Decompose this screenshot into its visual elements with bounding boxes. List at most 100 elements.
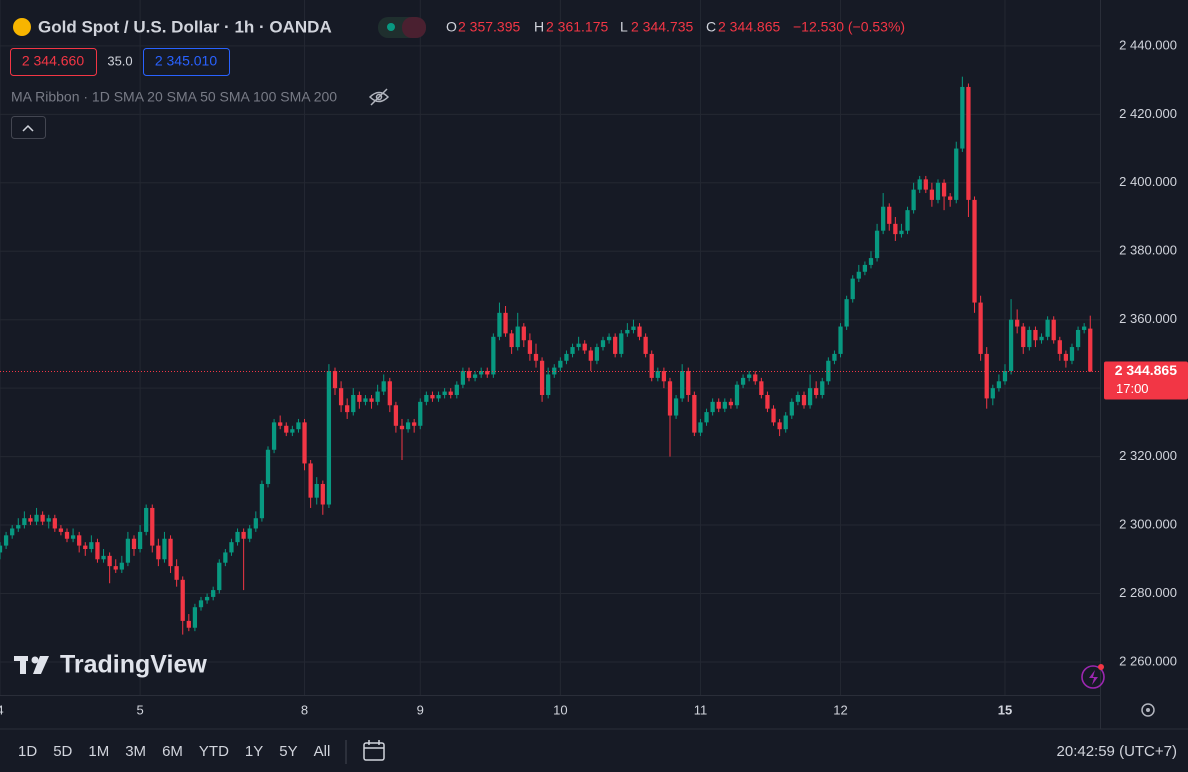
range-button[interactable]: 5D xyxy=(53,743,72,760)
candle-body xyxy=(10,528,15,536)
y-tick-label: 2 400.000 xyxy=(1119,174,1177,189)
candle-body xyxy=(1051,319,1056,341)
candle-body xyxy=(887,206,892,224)
low-key: L xyxy=(620,19,628,35)
range-button[interactable]: 1M xyxy=(88,743,109,760)
candle-body xyxy=(613,336,618,354)
candle-body xyxy=(893,223,898,235)
candle-body xyxy=(466,371,472,378)
candle-body xyxy=(40,514,45,522)
candle-body xyxy=(771,408,776,423)
candle-body xyxy=(539,360,545,395)
x-tick-label: 9 xyxy=(417,702,424,717)
candle-body xyxy=(229,542,234,553)
candle-body xyxy=(211,590,216,597)
open-value: 2 357.395 xyxy=(458,19,520,35)
candles xyxy=(0,76,1100,635)
hide-icon[interactable] xyxy=(368,88,390,106)
candle-body xyxy=(832,353,837,361)
candle-body xyxy=(180,579,185,621)
countdown: 17:00 xyxy=(1116,381,1149,396)
ask-price[interactable]: 2 345.010 xyxy=(155,53,217,69)
range-button[interactable]: All xyxy=(314,743,331,760)
candle-body xyxy=(332,371,338,389)
candle-body xyxy=(923,179,928,190)
y-tick-label: 2 380.000 xyxy=(1119,243,1177,258)
candle-body xyxy=(564,353,569,361)
candle-body xyxy=(83,545,88,550)
candle-body xyxy=(405,422,411,430)
candle-body xyxy=(747,374,752,378)
candle-body xyxy=(265,449,271,484)
range-button[interactable]: 1Y xyxy=(245,743,263,760)
date-range-icon[interactable] xyxy=(363,740,385,761)
candle-body xyxy=(655,371,660,378)
candle-body xyxy=(990,388,995,399)
candle-body xyxy=(588,350,593,361)
candle-body xyxy=(1088,328,1093,372)
candle-body xyxy=(546,374,551,395)
candle-body xyxy=(905,210,910,231)
candle-body xyxy=(881,206,886,231)
candle-body xyxy=(972,199,977,303)
candle-body xyxy=(204,596,210,601)
candle-body xyxy=(235,531,240,543)
candle-body xyxy=(479,371,484,375)
candle-body xyxy=(801,394,807,406)
candle-body xyxy=(326,371,332,505)
candle-body xyxy=(783,415,788,430)
candle-body xyxy=(515,326,520,348)
candle-body xyxy=(223,552,228,563)
candle-body xyxy=(1069,347,1075,361)
candle-body xyxy=(503,312,508,334)
alert-icon[interactable] xyxy=(1081,665,1105,689)
candle-body xyxy=(582,343,587,351)
candle-body xyxy=(399,425,405,430)
y-tick-label: 2 260.000 xyxy=(1119,653,1177,668)
candle-body xyxy=(777,422,782,430)
candle-body xyxy=(533,353,539,361)
alert-bolt xyxy=(1089,670,1098,685)
x-tick-label: 12 xyxy=(833,702,847,717)
candle-body xyxy=(558,360,563,368)
candle-body xyxy=(302,422,307,464)
settings-icon-center xyxy=(1146,708,1150,712)
settings-icon[interactable] xyxy=(1141,703,1155,717)
candle-body xyxy=(448,391,453,395)
overlay: Gold Spot / U.S. Dollar · 1h · OANDA O 2… xyxy=(0,17,1188,764)
candle-body xyxy=(698,422,703,433)
candle-body xyxy=(101,555,106,560)
close-value: 2 344.865 xyxy=(718,19,780,35)
candle-body xyxy=(16,525,21,529)
candle-body xyxy=(594,347,600,361)
candle-body xyxy=(70,535,76,539)
candle-body xyxy=(156,545,161,560)
candle-body xyxy=(113,566,118,570)
range-button[interactable]: 3M xyxy=(125,743,146,760)
candle-body xyxy=(119,562,124,570)
candle-body xyxy=(3,535,9,546)
candle-body xyxy=(52,518,57,529)
candle-body xyxy=(278,422,283,426)
candle-body xyxy=(643,336,648,354)
candle-body xyxy=(485,371,490,375)
symbol-title: Gold Spot / U.S. Dollar · 1h · OANDA xyxy=(38,17,332,36)
candle-body xyxy=(704,412,709,423)
candle-body xyxy=(454,384,459,395)
range-button[interactable]: 5Y xyxy=(279,743,297,760)
candle-body xyxy=(460,371,466,385)
range-button[interactable]: 6M xyxy=(162,743,183,760)
candle-body xyxy=(838,326,843,354)
range-button[interactable]: 1D xyxy=(18,743,37,760)
candle-body xyxy=(1033,329,1038,341)
range-button[interactable]: YTD xyxy=(199,743,229,760)
bid-price[interactable]: 2 344.660 xyxy=(22,53,84,69)
ask-box[interactable] xyxy=(143,48,230,76)
candle-body xyxy=(631,326,636,330)
candle-body xyxy=(966,86,971,200)
bid-box[interactable] xyxy=(10,48,97,76)
candle-body xyxy=(144,507,149,532)
candle-body xyxy=(241,531,246,539)
candle-body xyxy=(58,528,64,532)
